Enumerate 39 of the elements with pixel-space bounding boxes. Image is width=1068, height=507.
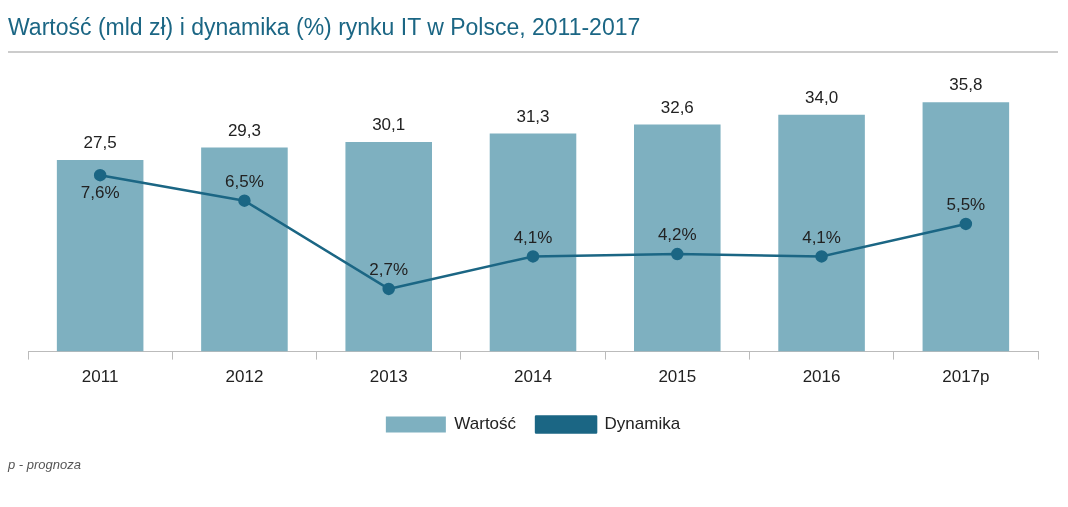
x-tick-label: 2012 xyxy=(225,367,264,387)
data-label: 4,2% xyxy=(657,225,697,245)
x-tick-label: 2013 xyxy=(369,367,408,387)
point xyxy=(959,217,973,231)
point xyxy=(671,247,684,261)
data-label: 2,7% xyxy=(369,260,409,280)
x-tick-label: 2017p xyxy=(942,367,990,387)
data-label: 27,5 xyxy=(83,133,117,153)
point xyxy=(526,250,540,263)
chart-title: Wartość (mld zł) i dynamika (%) rynku IT w Polsce, 2011-2017 xyxy=(8,8,1058,53)
data-label: 30,1 xyxy=(372,115,406,135)
bar xyxy=(778,114,865,352)
x-tick-label: 2016 xyxy=(802,367,841,387)
x-tick-label: 2011 xyxy=(81,367,119,387)
bar xyxy=(922,102,1010,352)
point xyxy=(238,194,251,207)
data-label: 4,1% xyxy=(513,227,553,247)
data-label: 31,3 xyxy=(516,106,550,126)
data-label: 34,0 xyxy=(805,87,839,107)
point xyxy=(382,282,395,296)
bar xyxy=(201,147,288,352)
data-label: 35,8 xyxy=(949,75,983,95)
data-label: 5,5% xyxy=(946,195,986,215)
data-label: 6,5% xyxy=(225,171,264,191)
point xyxy=(815,250,828,263)
bar xyxy=(56,160,144,352)
data-label: 32,6 xyxy=(660,97,694,117)
x-tick-label: 2015 xyxy=(658,367,697,387)
data-label: 4,1% xyxy=(802,227,841,247)
text: p - prognoza xyxy=(8,457,82,472)
bar xyxy=(634,124,721,352)
data-label: 29,3 xyxy=(227,120,261,140)
legend-label: Wartość xyxy=(454,414,517,434)
x-tick-label: 2014 xyxy=(514,367,552,387)
legend-label: Dynamika xyxy=(604,414,681,434)
bar xyxy=(489,133,577,352)
bar xyxy=(345,141,432,352)
point xyxy=(93,168,107,182)
data-label: 7,6% xyxy=(80,183,120,203)
